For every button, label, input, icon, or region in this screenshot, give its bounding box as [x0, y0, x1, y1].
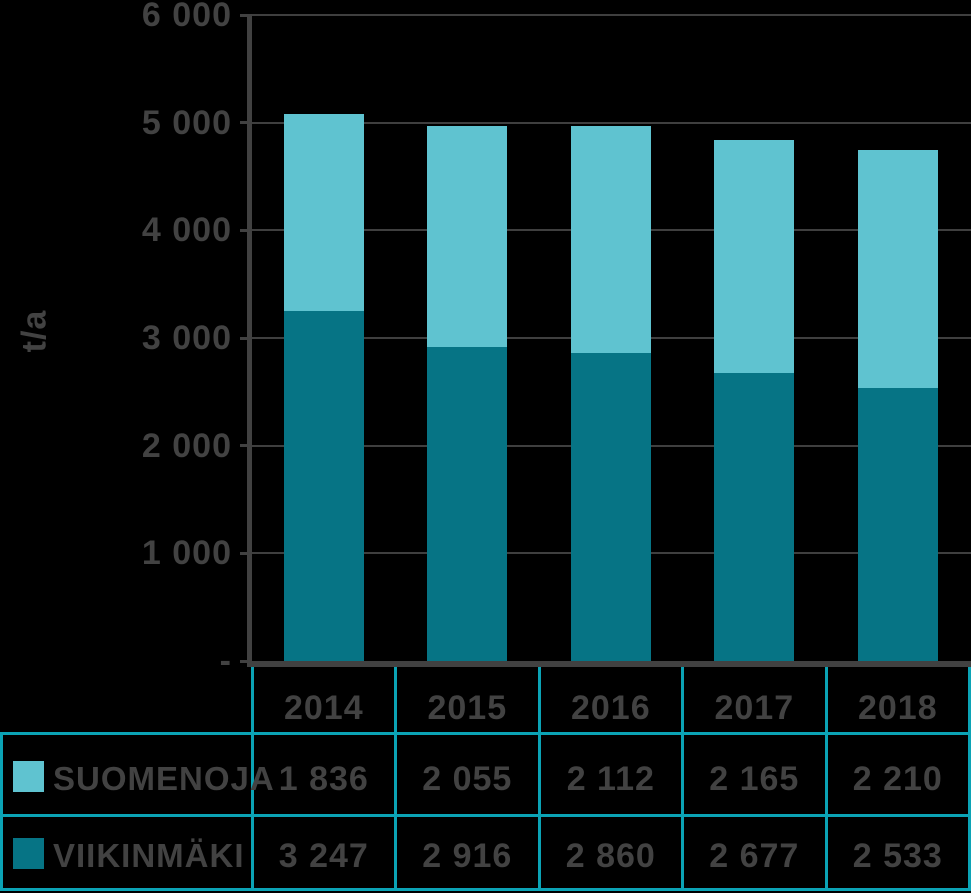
cell-suomenoja-2016: 2 112: [566, 760, 655, 798]
y-tick-label-4000: 4 000: [141, 211, 232, 250]
table-vertical-border: [968, 667, 971, 891]
bar-2018-viikinmaki: [857, 388, 938, 661]
cell-viikinmaki-2014: 3 247: [278, 837, 369, 875]
year-header-2016: 2016: [570, 689, 651, 727]
table-vertical-border: [537, 667, 541, 891]
legend-label-suomenoja: SUOMENOJA: [53, 760, 275, 797]
year-header-2015: 2015: [427, 689, 508, 727]
bar-2017-suomenoja: [714, 139, 795, 373]
bar-2014-viikinmaki: [283, 311, 364, 661]
bar-2016-viikinmaki: [570, 353, 651, 661]
cell-suomenoja-2015: 2 055: [422, 760, 513, 798]
year-header-2014: 2014: [283, 689, 364, 727]
y-tick-label-5000: 5 000: [141, 103, 232, 142]
cell-viikinmaki-2015: 2 916: [422, 837, 513, 875]
table-horizontal-border: [0, 813, 971, 817]
year-header-2017: 2017: [714, 689, 795, 727]
table-left-border: [0, 731, 3, 891]
y-tick-label-3000: 3 000: [141, 319, 232, 357]
bar-2017-viikinmaki: [714, 372, 795, 661]
cell-suomenoja-2014: 1 836: [278, 760, 369, 798]
x-axis-line: [250, 661, 971, 667]
table-vertical-border: [394, 667, 397, 891]
table-vertical-border: [824, 667, 828, 891]
y-axis-tick-5000: [240, 121, 252, 125]
cell-suomenoja-2018: 2 210: [852, 760, 943, 798]
legend-swatch-suomenoja: [13, 761, 44, 792]
y-axis-tick-1000: [240, 551, 252, 555]
table-bottom-border: [0, 888, 971, 891]
y-tick-label-2000: 2 000: [141, 426, 232, 465]
y-axis-tick-2000: [240, 444, 252, 448]
legend-swatch-viikinmaki: [13, 838, 44, 869]
bar-2014-suomenoja: [283, 113, 364, 312]
y-axis-tick-3000: [240, 336, 252, 340]
bar-2015-viikinmaki: [427, 347, 508, 661]
legend-label-viikinmaki: VIIKINMÄKI: [53, 837, 245, 874]
gridline-6000: [252, 14, 971, 16]
bar-2016-suomenoja: [570, 125, 651, 354]
y-axis-tick-0: [240, 659, 252, 663]
table-vertical-border: [250, 667, 254, 891]
y-axis-line: [247, 15, 252, 667]
table-horizontal-border: [0, 731, 971, 735]
y-tick-label-0: -: [219, 642, 232, 680]
gridline-5000: [252, 121, 971, 124]
y-tick-label-6000: 6 000: [141, 0, 232, 34]
bar-2015-suomenoja: [427, 125, 508, 348]
cell-viikinmaki-2016: 2 860: [565, 837, 656, 875]
y-axis-tick-4000: [240, 228, 252, 232]
cell-suomenoja-2017: 2 165: [709, 760, 800, 798]
cell-viikinmaki-2018: 2 533: [852, 837, 943, 875]
year-header-2018: 2018: [857, 689, 938, 727]
table-vertical-border: [681, 667, 684, 891]
data-table: 2014 2015 2016 2017 2018 SUOMENOJA 1 836 2 055 2…: [0, 661, 971, 893]
y-axis-tick-6000: [240, 13, 252, 17]
cell-viikinmaki-2017: 2 677: [709, 837, 800, 875]
chart-plot-area: - 1 000 2 000 3 000 4 000 5 000 6 000: [141, 0, 971, 680]
bar-2018-suomenoja: [857, 150, 938, 389]
y-tick-label-1000: 1 000: [141, 534, 232, 573]
